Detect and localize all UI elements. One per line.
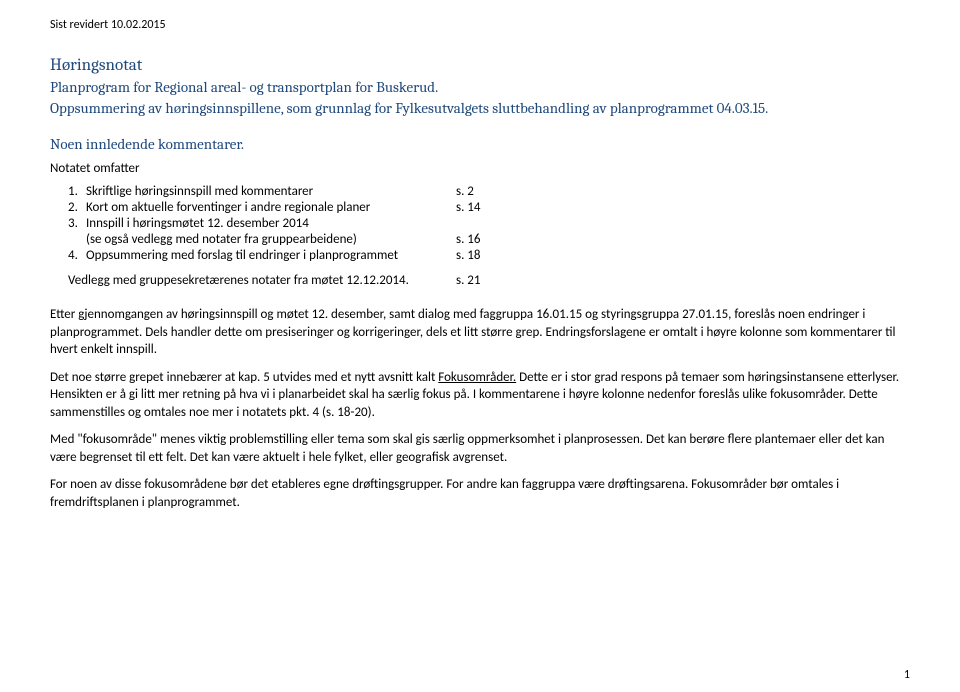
toc-number xyxy=(68,232,86,247)
toc-page: s. 16 xyxy=(456,232,492,247)
toc-page: s. 2 xyxy=(456,184,492,199)
vedlegg-row: Vedlegg med gruppesekretærenes notater f… xyxy=(68,273,910,288)
toc-number: 1. xyxy=(68,184,86,199)
page-number: 1 xyxy=(904,668,910,682)
toc-text: Oppsummering med forslag til endringer i… xyxy=(86,248,456,263)
toc-number: 2. xyxy=(68,200,86,215)
toc-page: s. 14 xyxy=(456,200,492,215)
vedlegg-page: s. 21 xyxy=(456,273,480,288)
toc-text: Kort om aktuelle forventinger i andre re… xyxy=(86,200,456,215)
revision-date: Sist revidert 10.02.2015 xyxy=(50,18,910,32)
section-heading: Noen innledende kommentarer. xyxy=(50,135,910,153)
toc-number: 4. xyxy=(68,248,86,263)
toc-item: 2. Kort om aktuelle forventinger i andre… xyxy=(68,200,910,215)
body-paragraph-2: Det noe større grepet innebærer at kap. … xyxy=(50,369,910,422)
toc-item-continuation: (se også vedlegg med notater fra gruppea… xyxy=(68,232,910,247)
toc-page xyxy=(456,216,492,231)
toc-text: (se også vedlegg med notater fra gruppea… xyxy=(86,232,456,247)
doc-title: Høringsnotat xyxy=(50,56,910,75)
toc-number: 3. xyxy=(68,216,86,231)
doc-subtitle-1: Planprogram for Regional areal- og trans… xyxy=(50,78,910,96)
fokusomrader-underline: Fokusområder. xyxy=(438,370,516,385)
doc-subtitle-2: Oppsummering av høringsinnspillene, som … xyxy=(50,99,910,117)
toc-text: Skriftlige høringsinnspill med kommentar… xyxy=(86,184,456,199)
toc-item: 3. Innspill i høringsmøtet 12. desember … xyxy=(68,216,910,231)
body-paragraph-1: Etter gjennomgangen av høringsinnspill o… xyxy=(50,306,910,359)
toc-item: 1. Skriftlige høringsinnspill med kommen… xyxy=(68,184,910,199)
toc-list: 1. Skriftlige høringsinnspill med kommen… xyxy=(68,184,910,263)
vedlegg-text: Vedlegg med gruppesekretærenes notater f… xyxy=(68,273,456,288)
para2-part-a: Det noe større grepet innebærer at kap. … xyxy=(50,370,438,385)
body-paragraph-4: For noen av disse fokusområdene bør det … xyxy=(50,476,910,511)
toc-item: 4. Oppsummering med forslag til endringe… xyxy=(68,248,910,263)
toc-text: Innspill i høringsmøtet 12. desember 201… xyxy=(86,216,456,231)
body-paragraph-3: Med "fokusområde" menes viktig problemst… xyxy=(50,431,910,466)
notatet-label: Notatet omfatter xyxy=(50,161,910,176)
toc-page: s. 18 xyxy=(456,248,492,263)
